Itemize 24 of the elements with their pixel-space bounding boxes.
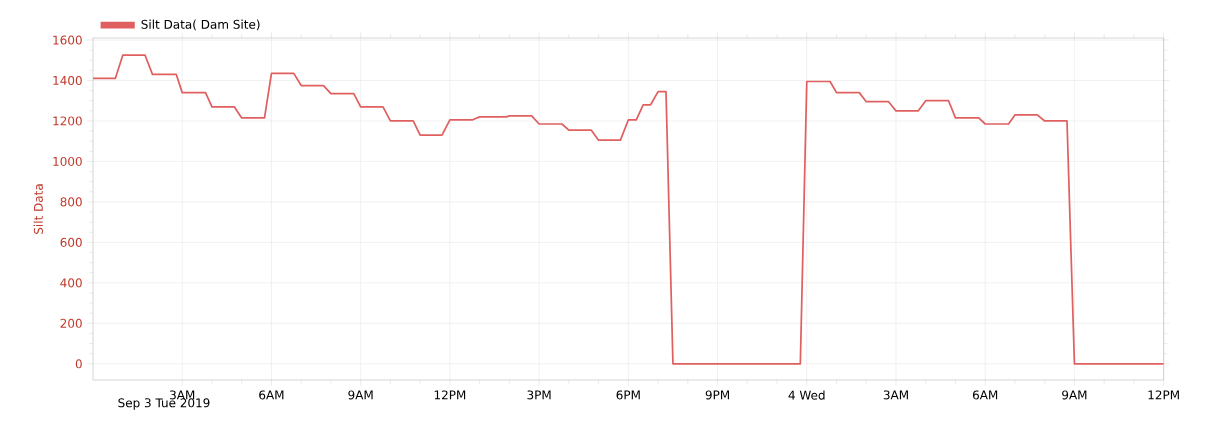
x-tick-label: 12PM (434, 390, 466, 400)
x-tick-label: 4 Wed (788, 390, 825, 400)
line-series (93, 54, 1164, 365)
y-tick-label: 600 (60, 237, 82, 247)
x-tick-label: 3AM (170, 390, 195, 400)
x-tick-label: 9AM (348, 390, 373, 400)
x-tick-label: 3PM (527, 390, 551, 400)
x-tick-label: 6AM (972, 390, 998, 400)
y-tick-label: 1200 (53, 116, 82, 126)
y-tick-label: 200 (60, 318, 82, 328)
x-tick-label: 12PM (1148, 390, 1179, 400)
y-tick-label: 1600 (53, 35, 82, 45)
y-tick-label: 400 (60, 278, 82, 288)
y-tick-label: 0 (75, 359, 82, 369)
y-tick-label: 1000 (53, 156, 82, 166)
x-tick-label: 6AM (259, 390, 284, 400)
y-tick-label: 800 (60, 197, 82, 207)
y-axis-title: Silt Data (33, 184, 43, 234)
legend-label: Silt Data( Dam Site) (141, 19, 260, 31)
x-tick-label: 6PM (616, 390, 640, 400)
x-tick-label: 9AM (1062, 390, 1087, 400)
x-tick-label: 3AM (883, 390, 908, 400)
x-tick-label: 9PM (705, 390, 729, 400)
y-tick-label: 1400 (53, 75, 82, 86)
